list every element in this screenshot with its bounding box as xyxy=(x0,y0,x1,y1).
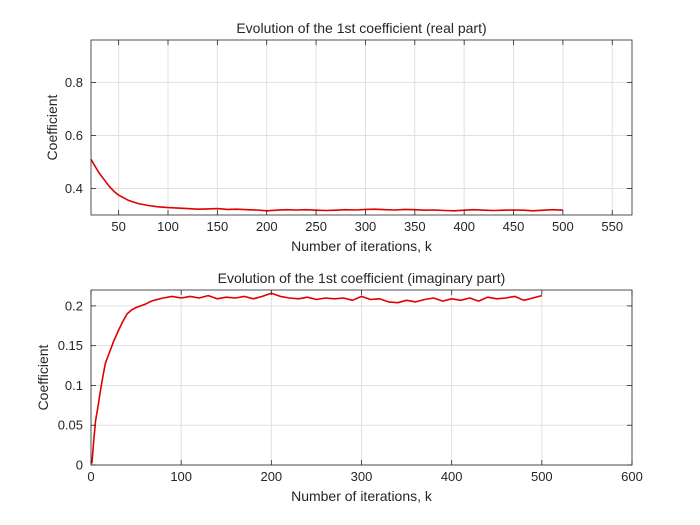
imag-x-tick-label: 600 xyxy=(621,469,643,484)
real-x-tick-label: 550 xyxy=(601,219,623,234)
real-y-tick-label: 0.4 xyxy=(65,181,83,196)
real-series-line xyxy=(90,158,563,212)
real-x-tick-label: 100 xyxy=(157,219,179,234)
imag-x-tick-label: 0 xyxy=(87,469,94,484)
imag-x-tick-label: 500 xyxy=(531,469,553,484)
real-x-tick-label: 500 xyxy=(552,219,574,234)
imag-x-tick-label: 300 xyxy=(351,469,373,484)
imaginary-part-plot: 0 100 200 300 400 500 600 0 0.05 0.1 0.15 0.2 Evolut… xyxy=(35,270,643,504)
real-y-tick-label: 0.6 xyxy=(65,128,83,143)
real-part-plot: 50 100 150 200 250 300 350 400 450 500 550 0.4 0.6 0.… xyxy=(44,20,633,254)
imag-y-axis-label: Coefficient xyxy=(35,344,51,410)
real-chart-title: Evolution of the 1st coefficient (real p… xyxy=(236,20,486,36)
real-x-axis-label: Number of iterations, k xyxy=(291,238,433,254)
imag-x-tick-label: 100 xyxy=(170,469,192,484)
real-y-tick-label: 0.8 xyxy=(65,75,83,90)
real-x-tick-label: 350 xyxy=(404,219,426,234)
imag-y-tick-label: 0.15 xyxy=(58,338,83,353)
imag-y-tick-label: 0.05 xyxy=(58,418,83,433)
imag-y-tick-label: 0.1 xyxy=(65,378,83,393)
imag-chart-title: Evolution of the 1st coefficient (imagin… xyxy=(218,270,506,286)
imag-y-tick-label: 0.2 xyxy=(65,298,83,313)
real-x-tick-label: 200 xyxy=(256,219,278,234)
imag-x-tick-label: 400 xyxy=(441,469,463,484)
real-x-tick-label: 50 xyxy=(111,219,125,234)
real-y-axis-label: Coefficient xyxy=(44,94,60,160)
real-axes-box xyxy=(90,39,633,216)
imag-x-axis-label: Number of iterations, k xyxy=(291,488,433,504)
imag-y-tick-label: 0 xyxy=(76,458,83,473)
real-x-tick-label: 300 xyxy=(355,219,377,234)
real-x-tick-label: 400 xyxy=(453,219,475,234)
imag-x-tick-label: 200 xyxy=(260,469,282,484)
real-x-tick-label: 450 xyxy=(503,219,525,234)
real-x-tick-label: 250 xyxy=(305,219,327,234)
real-x-tick-label: 150 xyxy=(207,219,229,234)
real-axes-background xyxy=(91,40,632,215)
